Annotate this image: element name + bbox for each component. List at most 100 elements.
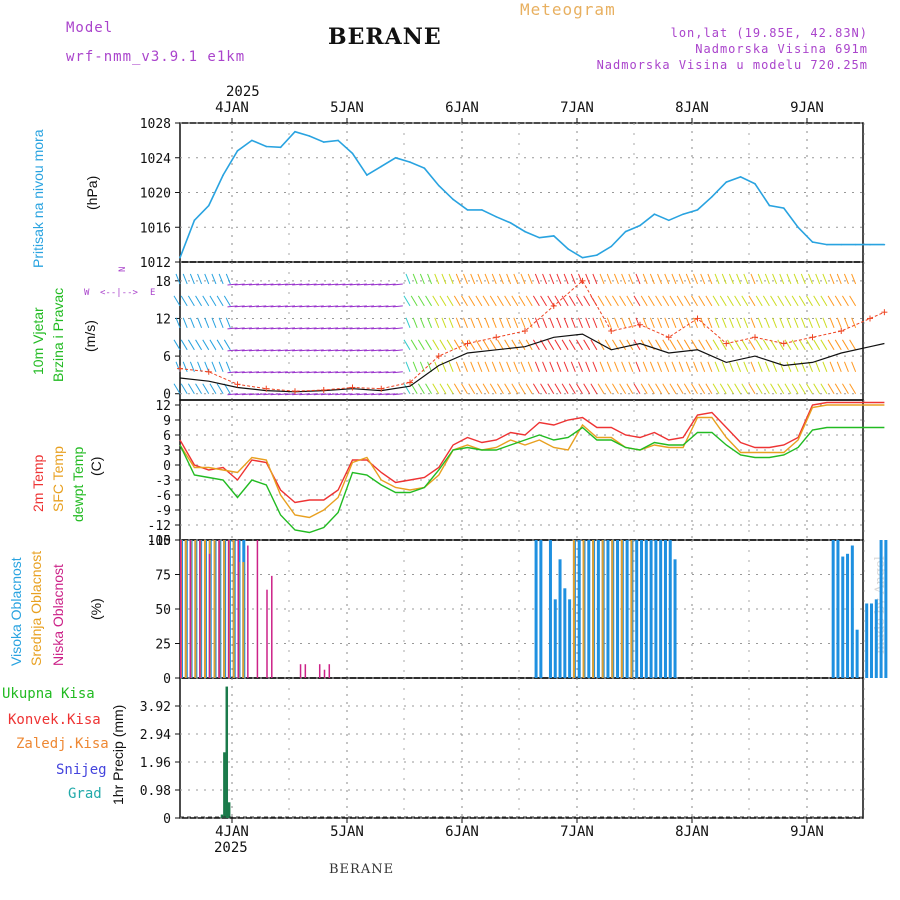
wind-arrow bbox=[427, 361, 433, 372]
wind-arrow bbox=[313, 349, 324, 352]
wind-arrow bbox=[432, 339, 440, 351]
wind-arrow bbox=[463, 361, 468, 372]
wind-arrow bbox=[712, 339, 720, 351]
wind-arrow bbox=[843, 361, 849, 372]
cloud-bar-2 bbox=[180, 540, 182, 678]
wind-arrow bbox=[849, 295, 857, 307]
pressure-point bbox=[466, 209, 469, 211]
wind-arrow bbox=[784, 383, 792, 394]
wind-arrow bbox=[549, 273, 555, 285]
wind-arrow bbox=[306, 327, 317, 330]
wind-arrow bbox=[576, 295, 583, 307]
pressure-point bbox=[366, 174, 368, 176]
wind-arrow bbox=[227, 349, 238, 352]
wind-arrow bbox=[741, 383, 749, 394]
wind-arrow bbox=[777, 295, 785, 307]
wind-arrow bbox=[806, 295, 813, 307]
wind-arrow bbox=[657, 361, 663, 372]
wind-arrow bbox=[619, 295, 627, 307]
wind-arrow bbox=[292, 371, 303, 374]
ytick-label-2-7: 6 bbox=[163, 429, 171, 444]
wind-arrow bbox=[249, 305, 260, 308]
wind-arrow bbox=[498, 361, 504, 372]
wind-arrow bbox=[403, 295, 411, 307]
wind-arrow bbox=[385, 327, 396, 330]
wind-arrow bbox=[385, 349, 396, 352]
precip-bar bbox=[223, 752, 226, 818]
wind-arrow bbox=[649, 361, 655, 372]
wind-arrow bbox=[195, 383, 202, 394]
wind-arrow bbox=[453, 383, 461, 394]
pressure-point bbox=[826, 243, 828, 246]
ytick-label-2-8: 9 bbox=[163, 414, 171, 429]
wind-arrow bbox=[468, 339, 476, 351]
wind-arrow bbox=[284, 393, 296, 396]
wind-arrow bbox=[306, 371, 317, 374]
pressure-point bbox=[768, 204, 771, 207]
wind-arrow bbox=[498, 317, 504, 329]
wind-arrow bbox=[851, 361, 857, 372]
wind-arrow bbox=[561, 383, 569, 394]
wind-arrow bbox=[225, 361, 231, 372]
wind-arrow bbox=[173, 295, 181, 307]
wind-arrow bbox=[813, 383, 821, 394]
wind-arrow bbox=[284, 305, 296, 308]
wind-arrow bbox=[578, 361, 583, 372]
wind-arrow bbox=[714, 317, 720, 329]
wind-arrow bbox=[705, 339, 713, 351]
pressure-point bbox=[452, 198, 454, 201]
wind-arrow bbox=[662, 295, 670, 307]
wind-arrow bbox=[175, 317, 181, 329]
wind-arrow bbox=[547, 339, 555, 351]
product-title: Meteogram bbox=[520, 0, 616, 19]
wind-arrow bbox=[542, 273, 548, 285]
pressure-point bbox=[725, 181, 728, 183]
wind-arrow bbox=[284, 371, 296, 374]
day-label-bottom-3: 7JAN bbox=[560, 824, 594, 840]
wind-arrow bbox=[808, 273, 813, 285]
wind-arrow bbox=[534, 273, 540, 285]
footer-station: BERANE bbox=[329, 862, 395, 877]
wind-arrow bbox=[249, 283, 260, 286]
wind-arrow bbox=[719, 339, 727, 351]
wind-arrow bbox=[434, 273, 440, 285]
ytick-label-2-3: -6 bbox=[155, 489, 171, 504]
wind-arrow bbox=[209, 295, 217, 307]
wind-arrow bbox=[256, 393, 267, 396]
wind-arrow bbox=[798, 383, 806, 394]
wind-arrow bbox=[218, 317, 224, 329]
wind-arrow bbox=[843, 317, 849, 329]
wind-arrow bbox=[489, 383, 497, 394]
wind-arrow bbox=[779, 317, 785, 329]
wind-arrow bbox=[613, 317, 619, 329]
wind-arrow bbox=[202, 295, 210, 307]
wind-arrow bbox=[299, 305, 310, 308]
wind-arrow bbox=[378, 393, 389, 396]
wind-arrow bbox=[270, 283, 281, 286]
pressure-point bbox=[236, 150, 239, 152]
wind-arrow bbox=[227, 283, 238, 286]
wind-arrow bbox=[202, 383, 210, 394]
wind-arrow bbox=[403, 339, 411, 351]
pressure-point bbox=[682, 213, 684, 216]
wind-arrow bbox=[741, 295, 749, 307]
pressure-point bbox=[481, 209, 483, 211]
wind-arrow bbox=[470, 273, 476, 285]
wind-arrow bbox=[342, 327, 353, 330]
wind-arrow bbox=[299, 327, 310, 330]
wind-arrow bbox=[554, 339, 562, 351]
wind-arrow bbox=[446, 339, 454, 351]
wind-arrow bbox=[320, 349, 331, 352]
wind-arrow bbox=[532, 383, 540, 394]
ytick-label-0-3: 1024 bbox=[140, 152, 171, 167]
wind-arrow bbox=[256, 349, 267, 352]
precip-legend-3: Snijeg bbox=[56, 762, 107, 778]
wind-arrow bbox=[497, 295, 504, 307]
cloud-bar-0 bbox=[831, 540, 835, 678]
wind-arrow bbox=[256, 327, 267, 330]
day-label-bottom-1: 5JAN bbox=[330, 824, 364, 840]
wind-arrow bbox=[563, 317, 569, 329]
wind-arrow bbox=[570, 317, 576, 329]
wind-arrow bbox=[707, 361, 713, 372]
